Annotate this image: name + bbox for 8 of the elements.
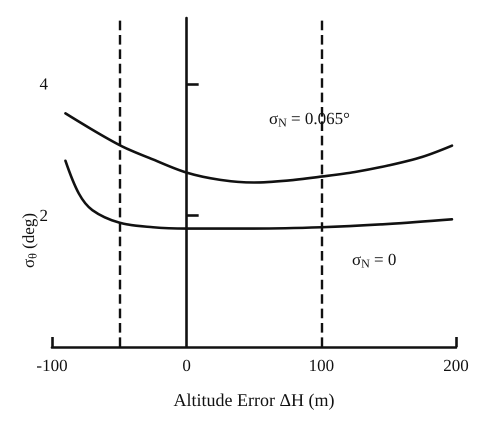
x-tick-label: 100 [308,356,334,375]
text: σθ (deg) [19,212,40,268]
x-tick-label: 200 [443,356,469,375]
x-tick-label: 0 [182,356,191,375]
x-tick-label: -100 [36,356,68,375]
y-tick-label: 4 [40,74,48,94]
y-tick-label: 2 [40,206,48,225]
x-axis-title: Altitude Error ΔH (m) [173,390,335,410]
